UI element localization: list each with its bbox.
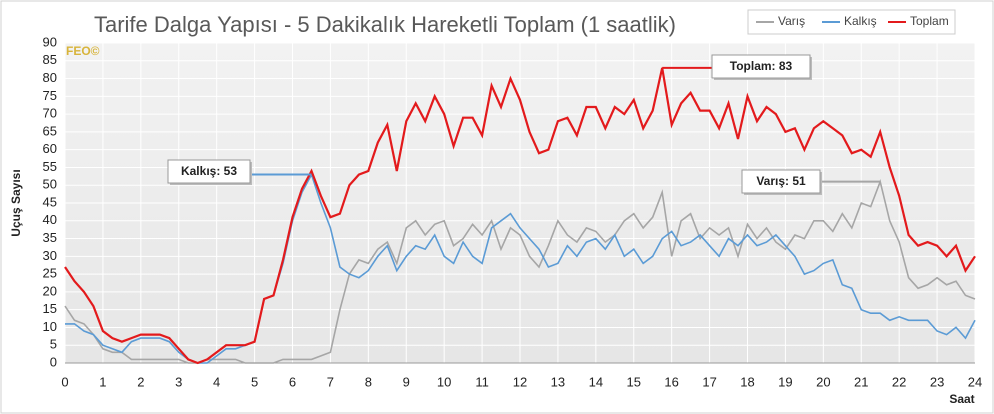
x-tick-label: 2 [137,374,144,389]
annotation-label: Varış: 51 [756,174,806,188]
x-tick-label: 3 [175,374,182,389]
x-tick-label: 4 [213,374,220,389]
y-tick-label: 50 [43,177,57,192]
x-tick-label: 16 [664,374,678,389]
y-tick-label: 55 [43,159,57,174]
x-tick-label: 22 [892,374,906,389]
x-tick-label: 23 [930,374,944,389]
legend-label: Varış [778,14,805,28]
legend-box [747,9,956,35]
series-line [64,67,976,365]
x-tick-label: 9 [403,374,410,389]
y-tick-label: 60 [43,141,57,156]
y-tick-label: 40 [43,212,57,227]
y-tick-label: 90 [43,34,57,49]
series-line [64,179,976,364]
series-line [65,172,976,364]
x-tick-label: 13 [551,374,565,389]
x-tick-label: 15 [627,374,641,389]
x-tick-label: 0 [61,374,68,389]
x-tick-label: 7 [327,374,334,389]
x-tick-label: 8 [365,374,372,389]
y-tick-label: 30 [43,248,57,263]
y-tick-label: 85 [43,52,57,67]
x-tick-label: 18 [740,374,754,389]
y-tick-label: 35 [43,230,57,245]
legend-label: Kalkış [844,14,877,28]
chart-title: Tarife Dalga Yapısı - 5 Dakikalık Hareke… [94,12,676,37]
x-tick-label: 11 [475,374,489,389]
y-tick-label: 25 [43,266,57,281]
legend-label: Toplam [910,14,949,28]
y-tick-label: 10 [43,319,57,334]
x-tick-label: 12 [513,374,527,389]
annotation-box [167,159,251,184]
y-tick-label: 15 [43,301,57,316]
y-tick-label: 0 [50,354,57,369]
y-tick-label: 80 [43,70,57,85]
annotation-label: Toplam: 83 [730,59,793,73]
x-tick-label: 1 [99,374,106,389]
x-tick-label: 19 [778,374,792,389]
x-axis-label: Saat [949,392,974,406]
x-tick-label: 14 [589,374,603,389]
annotation-box [711,54,811,79]
x-tick-label: 5 [251,374,258,389]
watermark: FEO© [66,44,100,58]
x-tick-label: 21 [854,374,868,389]
y-tick-label: 65 [43,123,57,138]
x-tick-label: 10 [437,374,451,389]
x-tick-label: 17 [702,374,716,389]
x-tick-label: 24 [968,374,982,389]
y-tick-label: 20 [43,283,57,298]
annotation-box [741,169,821,194]
y-axis-label: Uçuş Sayısı [9,169,23,236]
x-tick-label: 6 [289,374,296,389]
y-tick-label: 45 [43,194,57,209]
x-tick-label: 20 [816,374,830,389]
y-tick-label: 5 [50,337,57,352]
annotation-label: Kalkış: 53 [181,164,237,178]
y-tick-label: 75 [43,88,57,103]
y-tick-label: 70 [43,106,57,121]
